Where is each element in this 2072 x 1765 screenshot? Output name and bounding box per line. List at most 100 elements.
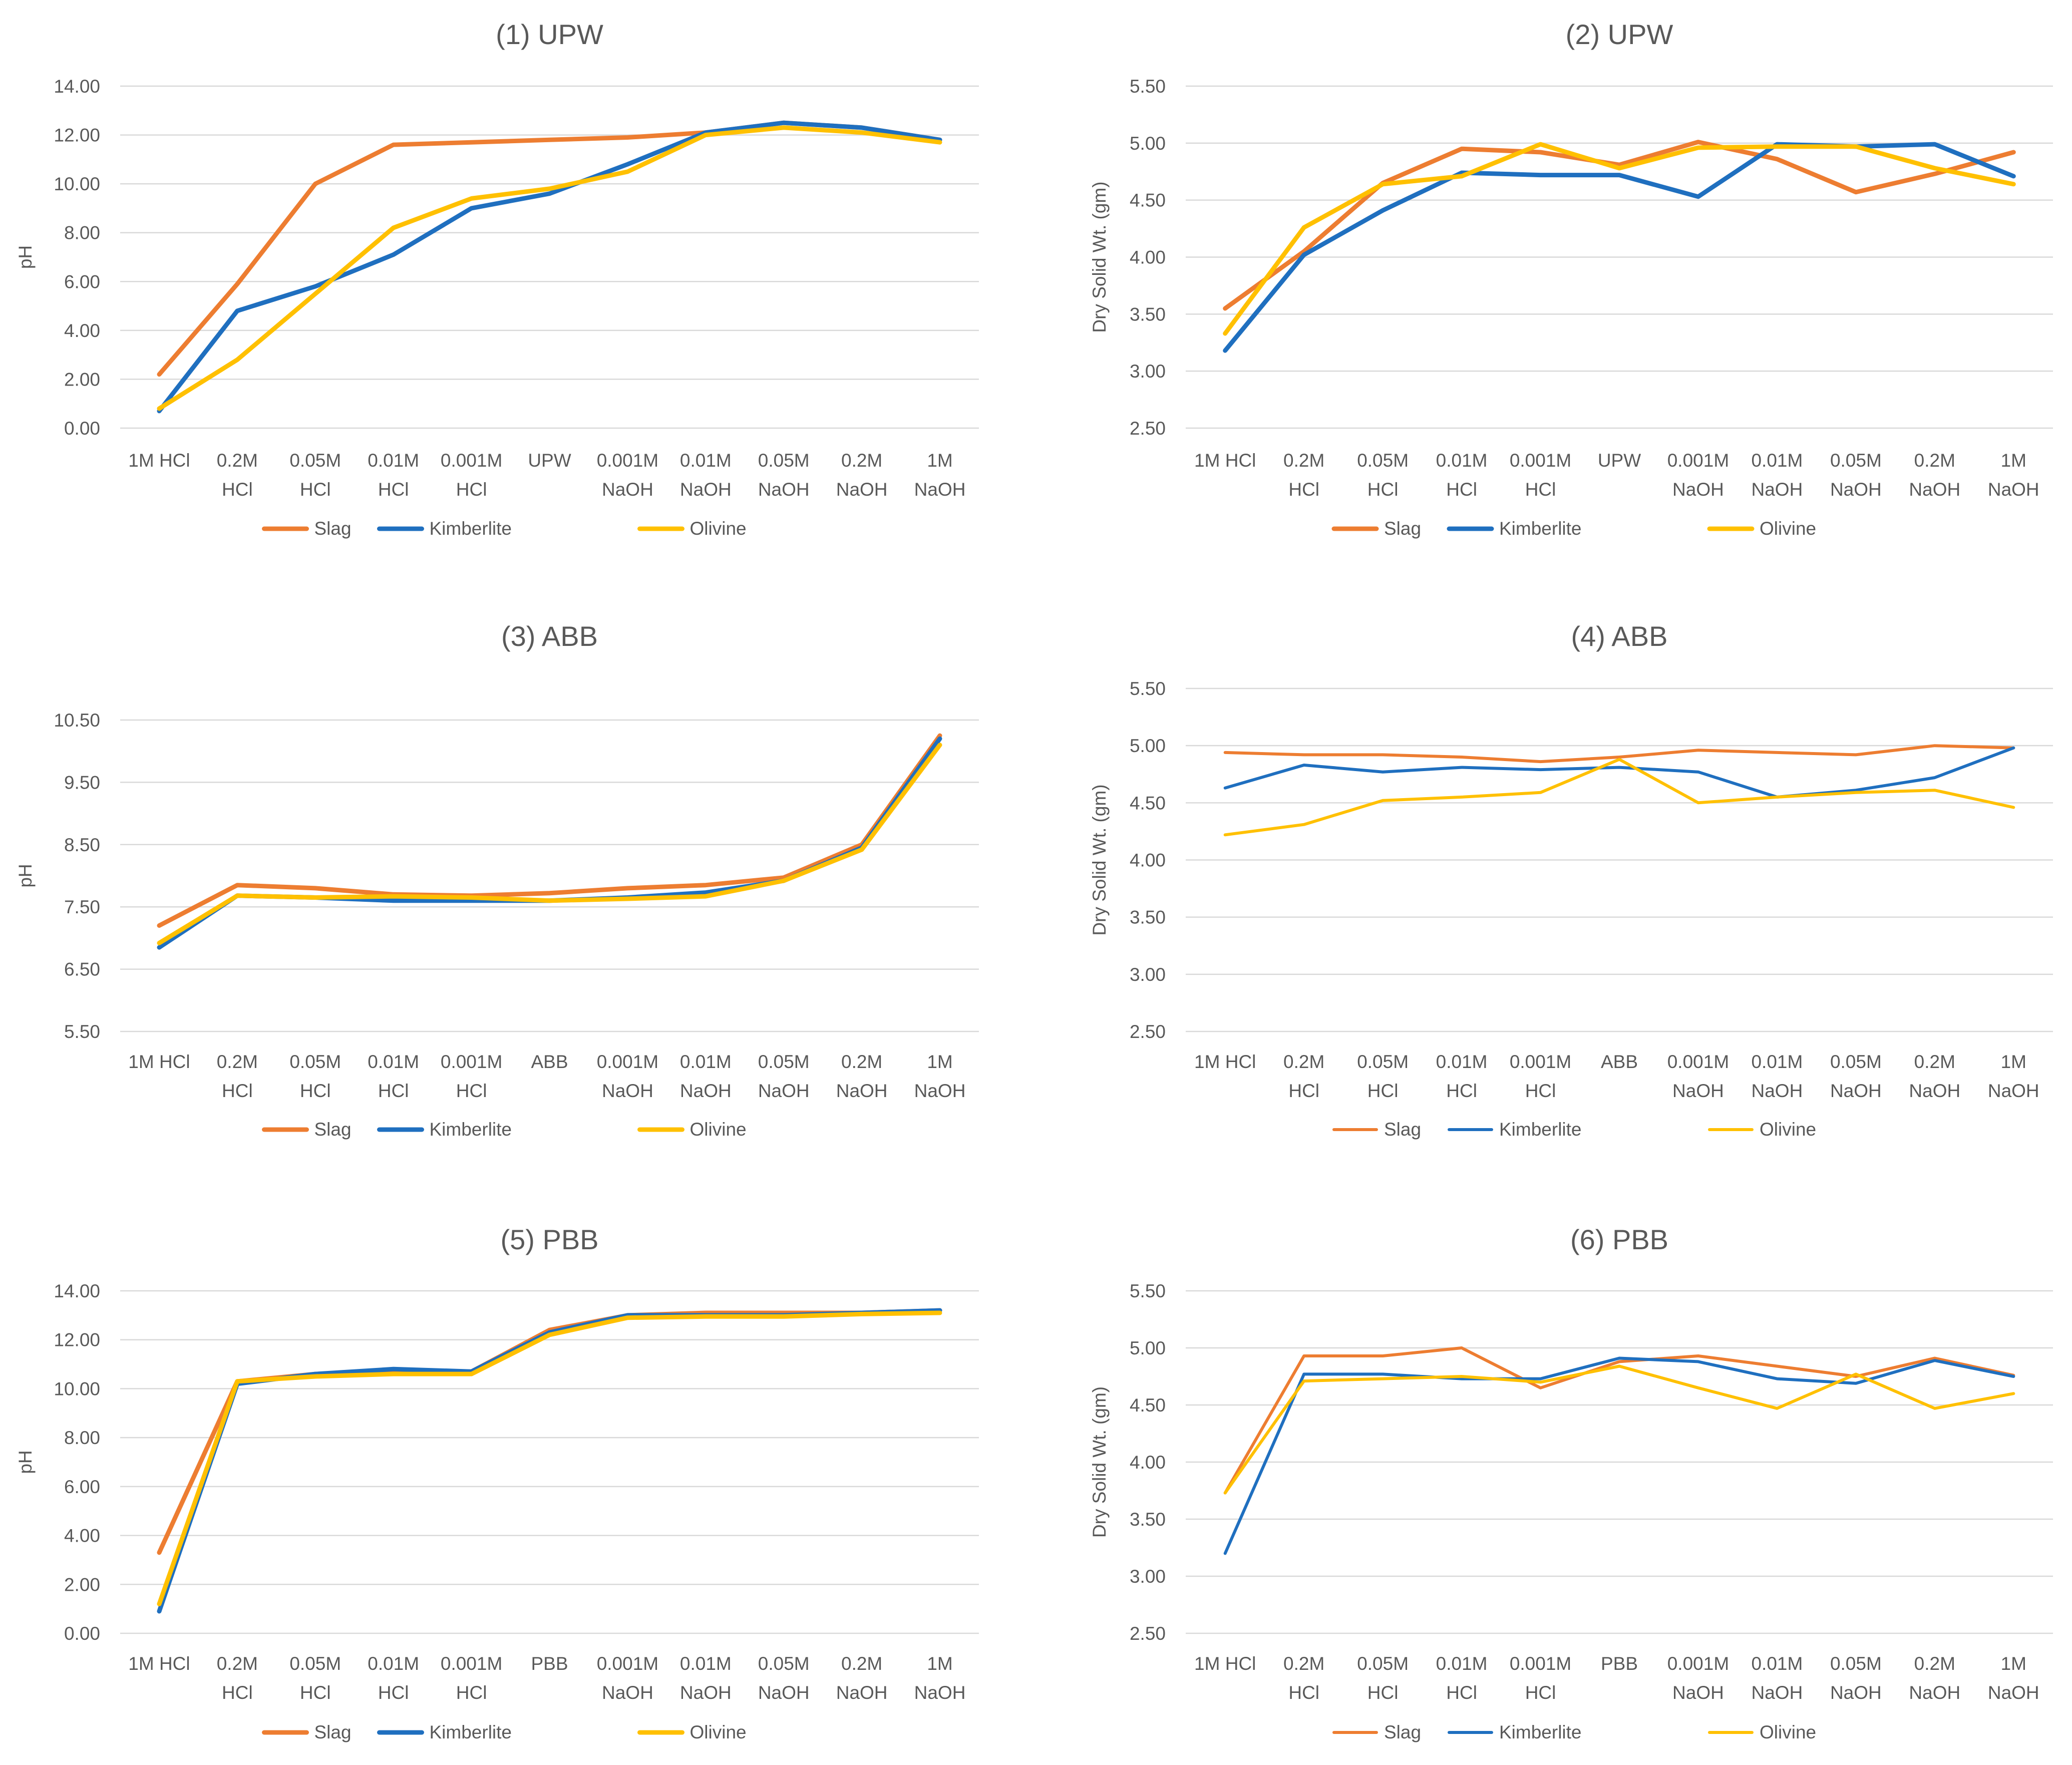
x-tick-label: ABB [1601,1051,1638,1072]
y-tick-label: 4.00 [1130,850,1166,871]
y-tick-label: 10.00 [54,174,100,194]
series-line-olivine [157,743,942,945]
x-tick-label: NaOH [836,479,888,500]
x-tick-label: 0.001M [1510,450,1571,471]
x-tick-label: 0.01M [1751,450,1803,471]
legend-label-olivine: Olivine [1760,1119,1816,1140]
x-tick-label: NaOH [1909,1081,1960,1101]
x-tick-label: NaOH [1752,1682,1803,1703]
x-tick-label: NaOH [602,1682,653,1703]
x-tick-label: HCl [1288,479,1319,500]
series-line-kimberlite [157,1308,942,1614]
series-line-olivine [1223,758,2015,837]
x-tick-label: HCl [1446,1081,1477,1101]
x-tick-label: NaOH [758,479,810,500]
x-tick-label: NaOH [680,1682,732,1703]
y-tick-label: 2.00 [64,1574,100,1595]
x-tick-label: 0.01M [680,1051,732,1072]
x-tick-label: 0.001M [597,450,658,471]
x-tick-label: 0.05M [758,1051,810,1072]
chart-title: (6) PBB [1570,1224,1668,1255]
x-tick-label: 0.2M [841,1653,882,1674]
x-tick-label: HCl [378,1081,409,1101]
y-tick-label: 12.00 [54,1330,100,1350]
x-tick-label: 0.001M [1510,1653,1571,1674]
x-tick-label: 1M HCl [128,450,190,471]
x-tick-label: HCl [1446,479,1477,500]
x-tick-label: UPW [1598,450,1641,471]
x-tick-label: 0.05M [1357,1653,1409,1674]
y-tick-label: 8.00 [64,1428,100,1448]
chart-panel-5: (5) PBB 0.00 2.00 4.00 6.00 8.00 10.00 12.00 14.… [15,1224,979,1742]
legend-label-slag: Slag [1384,518,1421,539]
series-line-slag [157,733,942,928]
legend-label-slag: Slag [314,518,352,539]
x-tick-label: 0.2M [1283,1653,1324,1674]
x-tick-label: NaOH [1752,1081,1803,1101]
legend-label-olivine: Olivine [1760,518,1816,539]
series-line-slag [157,1308,942,1555]
y-tick-label: 8.00 [64,223,100,243]
y-tick-label: 4.00 [1130,247,1166,268]
y-tick-label: 3.50 [1130,304,1166,324]
y-tick-label: 3.00 [1130,1566,1166,1587]
legend-label-olivine: Olivine [690,1119,747,1140]
x-tick-label: 1M [2001,1051,2026,1072]
x-tick-label: HCl [456,1682,487,1703]
y-tick-label: 10.00 [54,1378,100,1399]
x-tick-label: 0.01M [1436,450,1488,471]
x-tick-label: HCl [1288,1081,1319,1101]
y-tick-label: 14.00 [54,1281,100,1301]
legend-label-slag: Slag [1384,1722,1421,1742]
x-tick-label: NaOH [1672,479,1724,500]
legend-label-kimberlite: Kimberlite [430,1119,512,1140]
x-tick-label: 0.2M [1283,450,1324,471]
x-tick-label: HCl [1446,1682,1477,1703]
chart-panel-6: (6) PBB 2.50 3.00 3.50 4.00 4.50 5.00 5.50 Dry S… [1089,1224,2053,1742]
x-tick-label: 1M HCl [128,1051,190,1072]
chart-title: (5) PBB [500,1224,598,1255]
series-line-kimberlite [157,120,942,414]
x-tick-label: PBB [1601,1653,1638,1674]
series-line-olivine [157,1310,942,1606]
y-tick-label: 12.00 [54,125,100,146]
x-tick-label: HCl [1367,1081,1399,1101]
y-tick-label: 2.50 [1130,1623,1166,1644]
x-tick-label: NaOH [914,479,966,500]
x-tick-label: NaOH [1672,1081,1724,1101]
x-tick-label: NaOH [1988,1081,2039,1101]
x-tick-label: 1M HCl [1194,1653,1256,1674]
x-tick-label: 0.001M [1510,1051,1571,1072]
x-tick-label: 1M [927,450,952,471]
y-tick-label: 14.00 [54,76,100,97]
x-tick-label: 0.01M [1436,1653,1488,1674]
y-tick-label: 0.00 [64,1623,100,1644]
x-tick-label: 0.2M [1914,1051,1955,1072]
x-tick-label: NaOH [836,1081,888,1101]
x-tick-label: 0.05M [1830,1051,1882,1072]
x-tick-label: HCl [300,1081,331,1101]
y-axis-title: Dry Solid Wt. (gm) [1089,1386,1110,1538]
series-line-kimberlite [1223,142,2016,353]
legend-label-slag: Slag [1384,1119,1421,1140]
x-tick-label: NaOH [680,479,732,500]
y-tick-label: 6.00 [64,271,100,292]
x-tick-label: 0.01M [680,1653,732,1674]
y-tick-label: 0.00 [64,418,100,439]
x-tick-label: 0.2M [1283,1051,1324,1072]
series-line-kimberlite [1223,746,2015,799]
x-tick-label: 0.05M [289,1051,341,1072]
legend-label-kimberlite: Kimberlite [1499,1722,1582,1742]
x-tick-label: 0.2M [841,450,882,471]
x-tick-label: 0.01M [680,450,732,471]
series-line-olivine [157,125,942,411]
x-tick-label: NaOH [758,1682,810,1703]
legend-label-olivine: Olivine [690,1722,747,1742]
legend-label-kimberlite: Kimberlite [430,518,512,539]
y-tick-label: 3.50 [1130,907,1166,928]
x-tick-label: NaOH [1909,479,1960,500]
x-tick-label: 0.001M [1667,1051,1729,1072]
y-tick-label: 10.50 [54,710,100,731]
x-tick-label: HCl [222,479,253,500]
chart-panel-1: (1) UPW 0.00 2.00 4.00 6.00 8.00 10.00 12.00 14.… [15,19,979,539]
